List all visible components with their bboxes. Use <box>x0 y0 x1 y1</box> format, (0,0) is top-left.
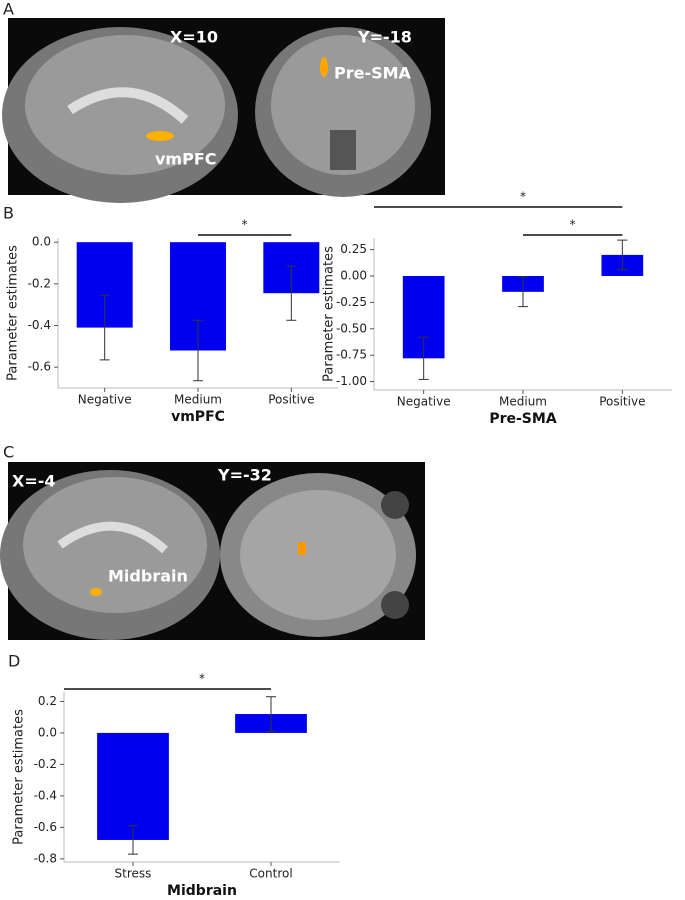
y-tick-label: 0.0 <box>38 725 57 739</box>
y-axis-label: Parameter estimates <box>322 246 337 382</box>
significance-label: * <box>570 218 576 232</box>
y-tick-label: -0.25 <box>336 295 367 309</box>
brain-images-a: X=10 vmPFC Y=-18 Pre-SMA <box>2 18 445 203</box>
y-tick-label: 0.2 <box>38 694 57 708</box>
y-axis-label: Parameter estimates <box>6 245 21 381</box>
region-label: vmPFC <box>155 150 217 169</box>
panel-label: B <box>3 204 14 223</box>
x-tick-label: Negative <box>78 393 132 407</box>
significance-label: * <box>520 190 526 204</box>
panel-label: C <box>3 443 14 462</box>
x-tick-label: Medium <box>499 395 547 409</box>
y-tick-label: -0.4 <box>34 788 57 802</box>
y-tick-label: 0.25 <box>340 242 367 256</box>
region-label: Pre-SMA <box>334 64 412 83</box>
panel-label: A <box>3 0 14 19</box>
x-tick-label: Positive <box>268 393 314 407</box>
y-tick-label: -0.75 <box>336 348 367 362</box>
image-coordinate: Y=-32 <box>217 466 272 485</box>
brain-images-c: X=-4 Midbrain Y=-32 <box>0 462 425 640</box>
x-axis-label: Pre-SMA <box>489 411 556 427</box>
x-tick-label: Medium <box>174 393 222 407</box>
bar <box>97 732 169 840</box>
image-coordinate: Y=-18 <box>357 28 412 47</box>
y-tick-label: -0.2 <box>34 757 57 771</box>
y-tick-label: 0.00 <box>340 269 367 283</box>
y-tick-label: -0.4 <box>28 318 51 332</box>
image-coordinate: X=10 <box>170 28 218 47</box>
x-tick-label: Negative <box>397 395 451 409</box>
y-tick-label: 0.0 <box>32 235 51 249</box>
x-tick-label: Control <box>249 867 292 881</box>
y-tick-label: -0.2 <box>28 276 51 290</box>
x-tick-label: Stress <box>115 867 152 881</box>
image-coordinate: X=-4 <box>12 472 56 491</box>
panel-label: D <box>8 652 20 671</box>
x-axis-label: vmPFC <box>171 409 225 425</box>
y-tick-label: -0.50 <box>336 321 367 335</box>
y-tick-label: -0.6 <box>34 820 57 834</box>
y-tick-label: -0.8 <box>34 851 57 865</box>
y-tick-label: -0.6 <box>28 360 51 374</box>
significance-label: * <box>199 672 205 686</box>
y-axis-label: Parameter estimates <box>12 709 27 845</box>
x-axis-label: Midbrain <box>167 883 237 899</box>
y-tick-label: -1.00 <box>336 374 367 388</box>
region-label: Midbrain <box>108 567 188 586</box>
significance-label: * <box>242 218 248 232</box>
x-tick-label: Positive <box>599 395 645 409</box>
